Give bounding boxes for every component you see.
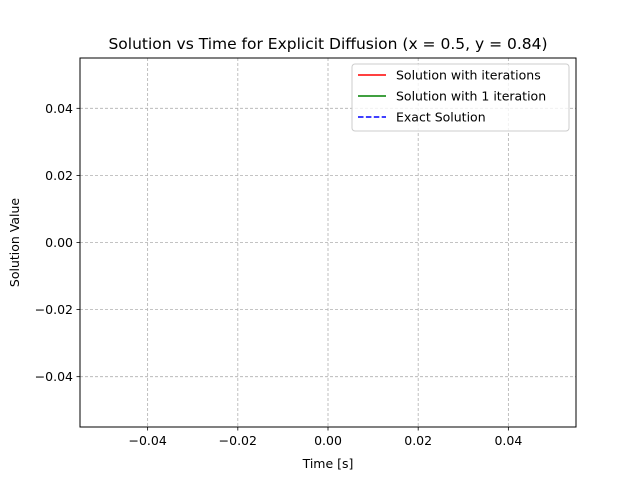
y-tick-label: −0.02 — [35, 302, 73, 317]
x-axis-label: Time [s] — [302, 456, 354, 471]
legend-label: Solution with 1 iteration — [396, 89, 546, 104]
x-tick-label: 0.02 — [404, 433, 432, 448]
chart-title: Solution vs Time for Explicit Diffusion … — [108, 35, 547, 53]
legend: Solution with iterations Solution with 1 … — [351, 63, 570, 132]
x-tick-label: −0.02 — [219, 433, 257, 448]
legend-box — [351, 63, 570, 132]
x-tick-label: 0.04 — [494, 433, 522, 448]
axis-ticks: −0.04 −0.02 0.00 0.02 0.04 −0.04 −0.02 0.00 0.02… — [35, 101, 523, 448]
x-tick-label: 0.00 — [314, 433, 342, 448]
x-tick-label: −0.04 — [128, 433, 166, 448]
y-tick-label: 0.02 — [45, 168, 73, 183]
legend-label: Exact Solution — [396, 110, 486, 125]
y-tick-label: 0.04 — [45, 101, 73, 116]
legend-entries: Solution with iterations Solution with 1 … — [358, 68, 546, 125]
y-tick-label: −0.04 — [35, 369, 73, 384]
legend-label: Solution with iterations — [396, 68, 541, 83]
y-axis-label: Solution Value — [7, 198, 22, 288]
y-tick-label: 0.00 — [45, 235, 73, 250]
